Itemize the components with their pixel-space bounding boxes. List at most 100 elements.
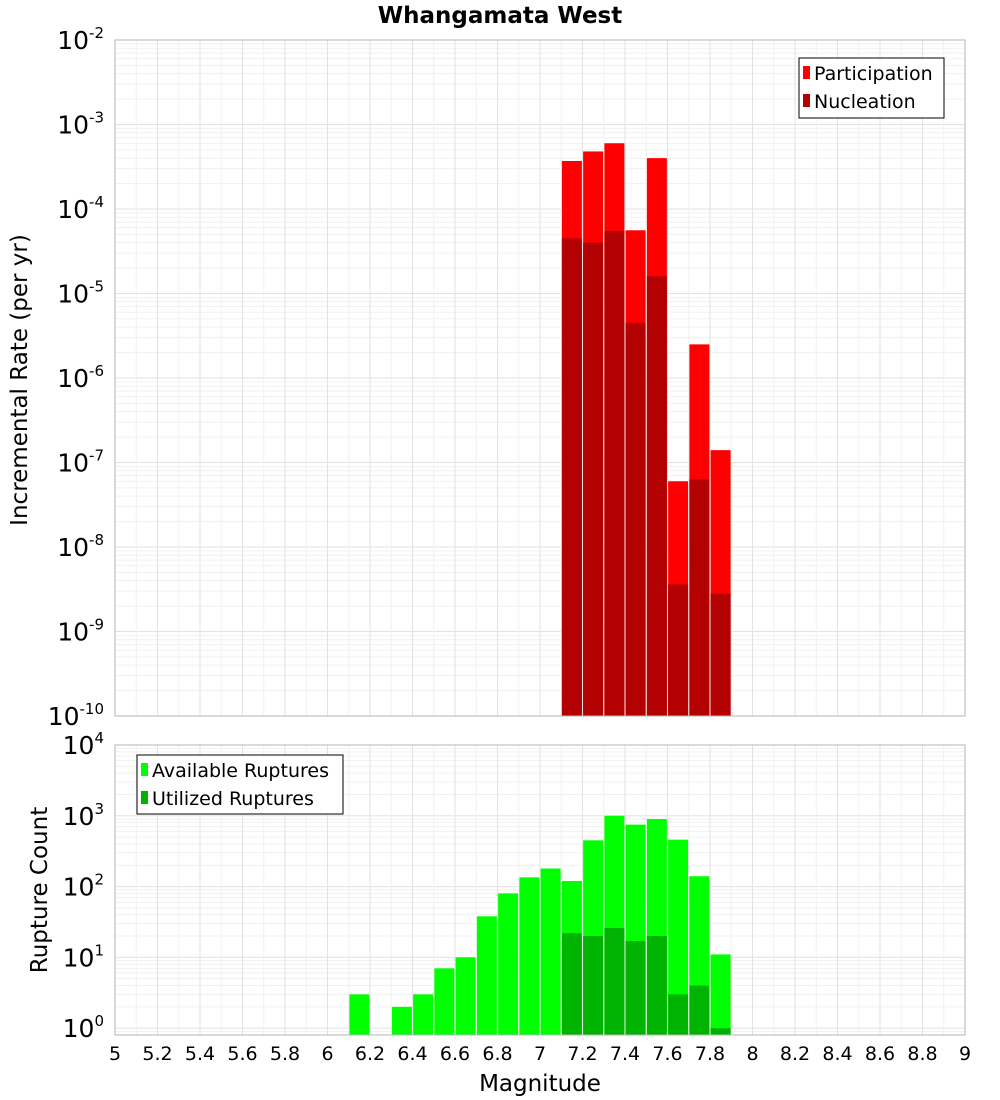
x-tick-label: 8.6 <box>865 1043 895 1065</box>
bar-nucleation <box>561 238 582 717</box>
x-tick-label: 6.6 <box>440 1043 470 1065</box>
bar-available <box>434 968 455 1035</box>
rate-panel: 10-1010-910-810-710-610-510-410-310-2Inc… <box>7 24 966 731</box>
y-tick-label: 10-4 <box>57 193 104 224</box>
y-tick-label: 103 <box>63 800 104 831</box>
bar-utilized <box>710 1028 731 1035</box>
x-tick-label: 7 <box>534 1043 546 1065</box>
plot-frame <box>114 39 966 717</box>
y-tick-exponent: -5 <box>89 278 104 296</box>
y-tick-base: 10 <box>57 111 89 140</box>
y-tick-label: 10-5 <box>57 278 104 309</box>
y-tick-exponent: 3 <box>94 800 104 818</box>
bar-utilized <box>689 985 710 1035</box>
bar-nucleation <box>668 584 689 716</box>
x-axis-label: Magnitude <box>479 1071 601 1097</box>
bar-nucleation <box>625 322 646 716</box>
bar-available <box>455 957 476 1035</box>
x-tick-label: 6 <box>321 1043 333 1065</box>
bar-available <box>391 1006 412 1035</box>
y-tick-label: 10-2 <box>57 24 104 55</box>
y-tick-exponent: -7 <box>89 447 104 465</box>
legend-swatch <box>141 763 148 776</box>
y-axis-label: Rupture Count <box>27 807 53 973</box>
y-tick-base: 10 <box>57 364 89 393</box>
x-tick-label: 5.6 <box>227 1043 257 1065</box>
y-tick-label: 10-8 <box>57 531 104 562</box>
y-tick-label: 10-7 <box>57 447 104 478</box>
y-tick-label: 10-3 <box>57 109 104 140</box>
y-tick-label: 10-10 <box>48 700 104 731</box>
x-tick-label: 7.4 <box>610 1043 640 1065</box>
legend-swatch <box>803 66 810 79</box>
y-tick-base: 10 <box>57 449 89 478</box>
bar-available <box>540 868 561 1035</box>
x-tick-label: 9 <box>959 1043 971 1065</box>
x-tick-label: 8 <box>746 1043 758 1065</box>
x-tick-label: 6.4 <box>397 1043 427 1065</box>
y-tick-label: 10-9 <box>57 616 104 647</box>
y-tick-base: 10 <box>63 943 95 972</box>
x-tick-label: 5 <box>109 1043 121 1065</box>
plot-frame <box>114 744 966 1036</box>
y-tick-exponent: -4 <box>89 193 104 211</box>
y-tick-exponent: 1 <box>94 941 104 959</box>
y-tick-exponent: -2 <box>89 24 104 42</box>
bar-nucleation <box>710 593 731 716</box>
bar-available <box>349 994 370 1035</box>
y-tick-label: 101 <box>63 941 104 972</box>
y-tick-base: 10 <box>63 1014 95 1043</box>
legend-swatch <box>141 791 148 804</box>
bar-utilized <box>625 941 646 1035</box>
bar-available <box>413 994 434 1035</box>
bar-nucleation <box>646 276 667 716</box>
bar-utilized <box>583 936 604 1035</box>
x-tick-label: 7.8 <box>695 1043 725 1065</box>
legend-label: Nucleation <box>814 91 916 113</box>
y-tick-exponent: 2 <box>94 871 104 889</box>
y-axis-label: Incremental Rate (per yr) <box>7 234 33 526</box>
legend-label: Utilized Ruptures <box>152 788 314 810</box>
y-tick-exponent: -8 <box>89 531 104 549</box>
y-tick-exponent: -6 <box>89 362 104 380</box>
legend-box <box>136 754 344 815</box>
x-tick-label: 6.8 <box>482 1043 512 1065</box>
bar-available <box>668 839 689 1035</box>
y-tick-base: 10 <box>57 280 89 309</box>
y-tick-exponent: -10 <box>80 700 105 718</box>
x-tick-label: 7.6 <box>652 1043 682 1065</box>
bar-available <box>710 954 731 1035</box>
bar-available <box>498 893 519 1035</box>
legend-label: Available Ruptures <box>152 760 329 782</box>
bar-utilized <box>668 994 689 1035</box>
bar-utilized <box>646 936 667 1035</box>
bar-utilized <box>561 933 582 1035</box>
y-tick-exponent: -9 <box>89 616 104 634</box>
bar-nucleation <box>604 230 625 717</box>
bar-nucleation <box>583 242 604 717</box>
x-tick-label: 7.2 <box>567 1043 597 1065</box>
legend-label: Participation <box>814 63 933 85</box>
y-tick-label: 104 <box>63 729 104 760</box>
legend-swatch <box>803 94 810 107</box>
chart-title: Whangamata West <box>378 3 622 29</box>
y-tick-exponent: 0 <box>94 1012 104 1030</box>
y-tick-base: 10 <box>57 618 89 647</box>
y-tick-base: 10 <box>63 873 95 902</box>
y-tick-exponent: -3 <box>89 109 104 127</box>
y-tick-label: 102 <box>63 871 104 902</box>
y-tick-base: 10 <box>57 533 89 562</box>
y-tick-base: 10 <box>63 731 95 760</box>
x-tick-label: 8.8 <box>907 1043 937 1065</box>
y-tick-exponent: 4 <box>94 729 104 747</box>
y-tick-base: 10 <box>63 802 95 831</box>
y-tick-base: 10 <box>57 195 89 224</box>
bar-available <box>519 877 540 1035</box>
y-tick-base: 10 <box>57 26 89 55</box>
y-tick-label: 10-6 <box>57 362 104 393</box>
y-tick-base: 10 <box>48 702 80 731</box>
bar-nucleation <box>689 479 710 716</box>
x-tick-label: 5.2 <box>142 1043 172 1065</box>
